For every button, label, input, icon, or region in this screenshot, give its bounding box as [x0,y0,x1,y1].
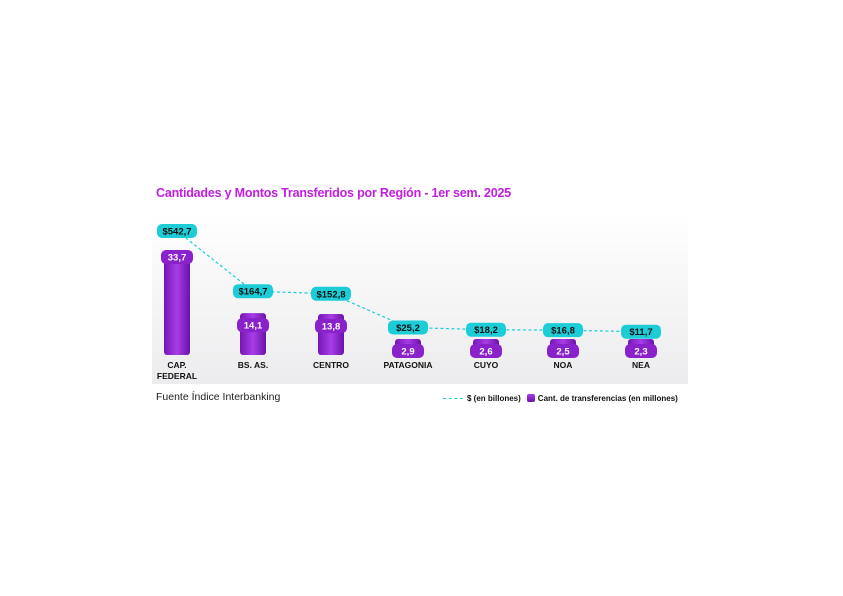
category-label: PATAGONIA [383,360,432,370]
svg-text:$152,8: $152,8 [316,289,345,300]
legend-bar-marker [526,394,535,402]
category-label: NOA [554,360,573,370]
svg-text:2,3: 2,3 [634,347,647,358]
svg-text:$11,7: $11,7 [629,327,652,338]
chart-title: Cantidades y Montos Transferidos por Reg… [156,186,511,200]
bar-value-label: 2,3 [625,344,657,358]
line-value-label: $18,2 [466,322,506,337]
bar-value-label: 33,7 [161,250,193,264]
bar-value-label: 2,5 [547,344,579,358]
bar-value-label: 2,6 [470,344,502,358]
source-note: Fuente Índice Interbanking [156,391,281,403]
svg-text:2,6: 2,6 [479,347,492,358]
line-value-label: $11,7 [621,324,661,339]
category-label: NEA [632,360,650,370]
category-label: BS. AS. [238,360,268,370]
svg-text:$18,2: $18,2 [474,325,498,336]
line-value-label: $164,7 [233,284,273,299]
line-value-label: $25,2 [388,320,428,335]
line-value-label: $152,8 [311,286,351,301]
svg-text:2,9: 2,9 [401,347,414,358]
bar-value-label: 2,9 [392,344,424,358]
line-value-label: $542,7 [157,224,197,238]
svg-text:13,8: 13,8 [322,322,341,333]
svg-text:14,1: 14,1 [244,321,263,332]
legend: $ (en billones) Cant. de transferencias … [443,391,678,405]
category-label: CUYO [474,360,499,370]
legend-bar-label: Cant. de transferencias (en millones) [537,393,678,403]
svg-text:$164,7: $164,7 [238,287,267,298]
svg-text:33,7: 33,7 [168,253,187,264]
category-label: CENTRO [313,360,349,370]
svg-text:$25,2: $25,2 [396,323,420,334]
bar-value-label: 13,8 [315,319,347,334]
legend-line-label: $ (en billones) [467,393,521,403]
svg-text:2,5: 2,5 [556,347,570,358]
bar-value-label: 14,1 [237,318,269,333]
plot-background [152,212,688,384]
line-value-label: $16,8 [543,323,583,338]
svg-text:$542,7: $542,7 [162,227,191,238]
category-label: CAP. FEDERAL [157,360,197,381]
svg-text:$16,8: $16,8 [551,326,575,337]
bar [164,255,190,355]
legend-line-marker [443,397,463,399]
